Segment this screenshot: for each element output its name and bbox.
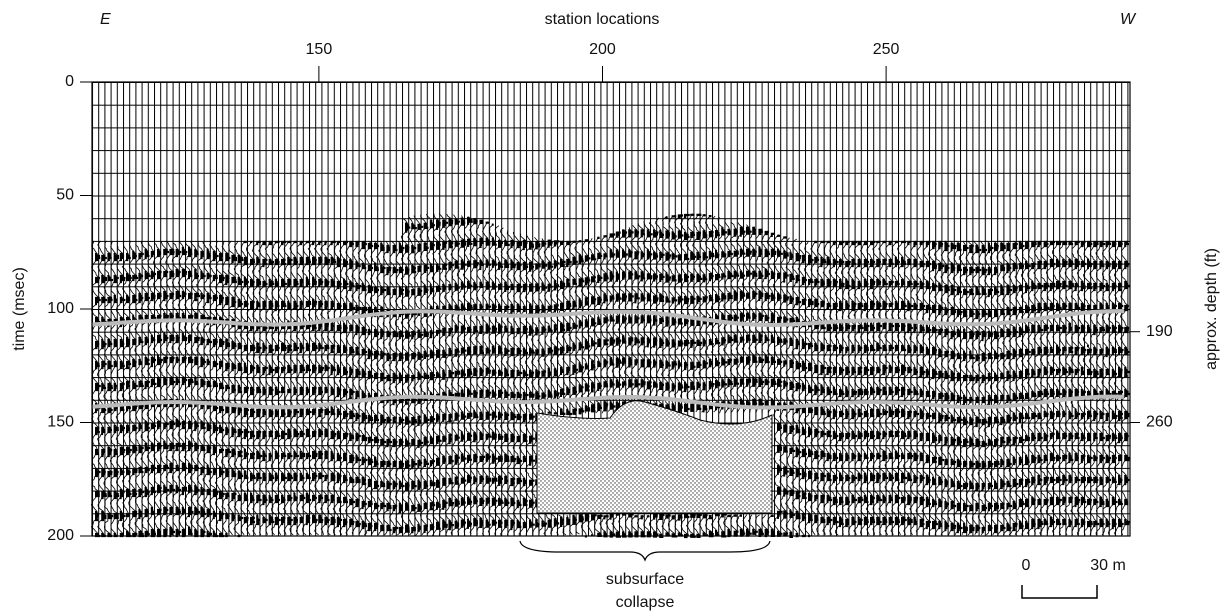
scale-label: 30 m xyxy=(1090,557,1126,574)
scale-label: 0 xyxy=(1022,557,1031,574)
y2-tick-label: 190 xyxy=(1146,323,1173,340)
collapse-zone xyxy=(536,400,773,514)
y2-tick-label: 260 xyxy=(1146,414,1173,431)
scale-bar xyxy=(1021,585,1098,599)
y-tick-label: 100 xyxy=(47,300,74,317)
seismic-fill xyxy=(95,213,1131,539)
y2-axis-title: approx. depth (ft) xyxy=(1203,248,1220,370)
seismic-section xyxy=(90,213,1131,539)
reflector xyxy=(91,394,1125,410)
x-tick-label: 150 xyxy=(306,41,333,58)
annotation: collapse xyxy=(616,594,675,611)
collapse-brace xyxy=(519,540,771,562)
y-axis-title: time (msec) xyxy=(11,267,28,351)
east-label: E xyxy=(100,11,111,28)
reflector xyxy=(91,309,1124,328)
y-tick-label: 200 xyxy=(47,527,74,544)
x-axis-title: station locations xyxy=(545,11,660,28)
y-tick-label: 0 xyxy=(65,73,74,90)
x-tick-label: 250 xyxy=(873,41,900,58)
y-tick-label: 50 xyxy=(56,187,74,204)
y-tick-label: 150 xyxy=(47,414,74,431)
x-tick-label: 200 xyxy=(589,41,616,58)
west-label: W xyxy=(1120,11,1137,28)
annotation: subsurface xyxy=(606,571,684,588)
